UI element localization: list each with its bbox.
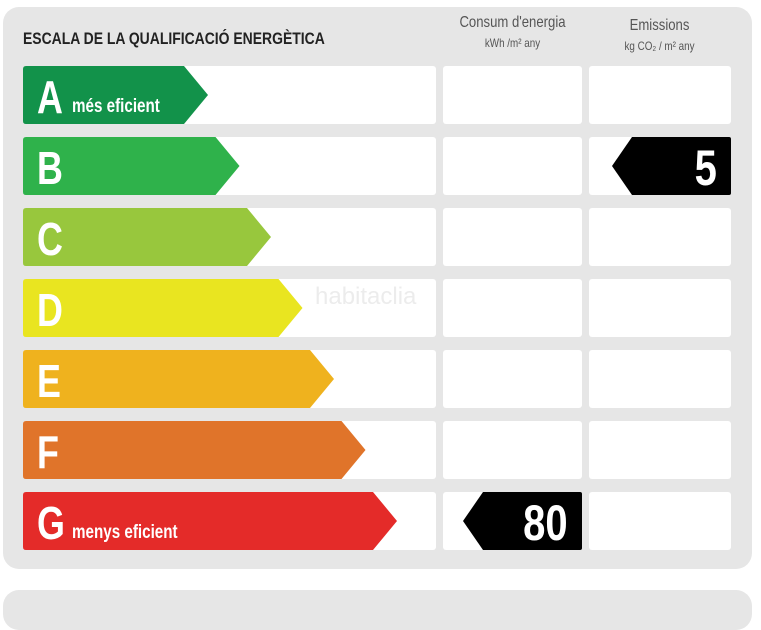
consumption-value-badge: 80: [463, 492, 582, 551]
scale-title: ESCALA DE LA QUALIFICACIÓ ENERGÈTICA: [23, 29, 325, 48]
rating-letter: G: [37, 497, 65, 549]
emissions-cell: [589, 350, 731, 408]
rating-arrow-c: C: [23, 208, 271, 266]
consumption-cell: [443, 421, 582, 479]
emissions-cell: [589, 492, 731, 550]
rating-letter: D: [37, 284, 63, 336]
rating-letter: F: [37, 426, 59, 478]
watermark: habitaclia: [315, 283, 417, 310]
rating-arrow-d: D: [23, 279, 303, 337]
secondary-panel: [3, 590, 752, 630]
rating-arrow-b: B: [23, 137, 240, 195]
emissions-value-badge: 5: [612, 137, 731, 196]
consumption-label: Consum d'energia: [459, 14, 566, 31]
emissions-unit: kg CO₂ / m² any: [624, 39, 695, 53]
consumption-cell: [443, 137, 582, 195]
emissions-header: Emissions kg CO₂ / m² any: [596, 17, 723, 53]
consumption-cell: [443, 350, 582, 408]
emissions-cell: [589, 421, 731, 479]
emissions-value: 5: [694, 140, 717, 196]
rating-arrow-f: F: [23, 421, 366, 479]
consumption-unit: kWh /m² any: [484, 36, 541, 50]
consumption-cell: [443, 208, 582, 266]
consumption-header: Consum d'energia kWh /m² any: [449, 14, 576, 50]
rating-letter: E: [37, 355, 61, 407]
rating-letter: A: [37, 71, 63, 123]
emissions-cell: [589, 279, 731, 337]
rating-letter: C: [37, 213, 63, 265]
consumption-cell: [443, 279, 582, 337]
consumption-cell: [443, 66, 582, 124]
emissions-label: Emissions: [629, 17, 690, 34]
emissions-cell: [589, 66, 731, 124]
rating-arrow-e: E: [23, 350, 334, 408]
rating-description: més eficient: [72, 96, 160, 117]
rating-description: menys eficient: [72, 522, 178, 543]
emissions-cell: [589, 208, 731, 266]
rating-letter: B: [37, 142, 63, 194]
consumption-value: 80: [523, 495, 569, 551]
